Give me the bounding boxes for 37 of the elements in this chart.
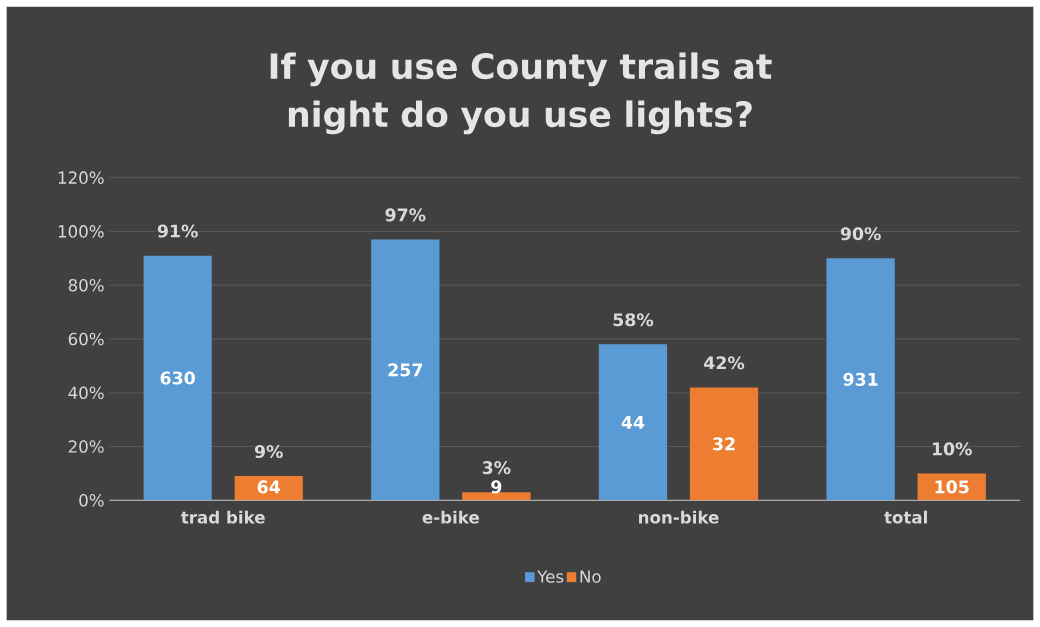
bar <box>234 476 303 501</box>
y-tick-label: 40% <box>68 386 104 400</box>
bar <box>826 258 895 501</box>
bar <box>462 492 531 501</box>
x-tick-label: trad bike <box>181 510 265 524</box>
data-label: 90% <box>840 227 881 241</box>
x-tick-label: non-bike <box>639 510 719 524</box>
annotation: 931 <box>843 372 878 386</box>
legend-label: Yes <box>537 570 564 583</box>
y-tick-label: 100% <box>58 225 104 238</box>
annotation: 64 <box>257 480 280 494</box>
bar <box>371 239 440 501</box>
annotation: 44 <box>621 416 645 429</box>
data-label: 91% <box>157 224 198 238</box>
bar <box>598 344 668 501</box>
y-tick-label: 80% <box>68 278 104 292</box>
data-label: 9% <box>254 444 283 459</box>
annotation: 257 <box>388 363 423 377</box>
bar <box>689 387 759 501</box>
y-tick-label: 120% <box>58 171 104 184</box>
annotation: 105 <box>935 480 969 494</box>
data-label: 42% <box>704 356 745 370</box>
data-label: 97% <box>385 208 426 222</box>
chart-title: If you use County trails at night do you use lights? <box>270 52 772 135</box>
y-tick-label: 60% <box>68 332 104 346</box>
data-label: 10% <box>932 442 972 456</box>
annotation: 9 <box>491 480 502 494</box>
legend-label: No <box>580 570 601 583</box>
bar <box>143 255 212 501</box>
annotation: 32 <box>713 437 735 451</box>
data-label: 58% <box>613 313 654 327</box>
x-tick-label: total <box>884 510 927 524</box>
y-tick-label: 0% <box>79 494 104 507</box>
y-tick-label: 20% <box>68 440 104 453</box>
data-label: 3% <box>482 461 511 475</box>
x-tick-label: e-bike <box>422 510 479 524</box>
annotation: 630 <box>160 371 195 385</box>
